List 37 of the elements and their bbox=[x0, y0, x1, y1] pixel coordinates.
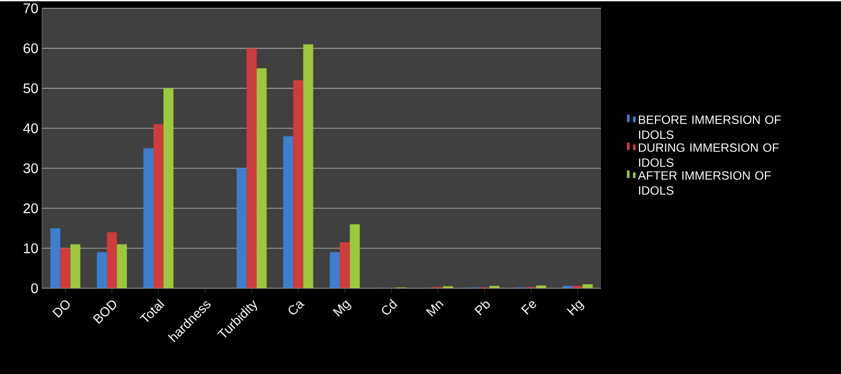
bar bbox=[96, 252, 107, 288]
bar bbox=[283, 136, 294, 288]
legend-label: BEFORE IMMERSION OF IDOLS bbox=[638, 115, 781, 139]
y-tick-label: 60 bbox=[24, 43, 38, 54]
legend-label: AFTER IMMERSION OF IDOLS bbox=[638, 171, 771, 195]
x-tick-label: Cd bbox=[382, 298, 398, 314]
x-tick-label: Mn bbox=[426, 300, 444, 316]
x-tick-label: Fe bbox=[521, 301, 536, 314]
bar bbox=[143, 148, 154, 288]
bar bbox=[303, 44, 314, 288]
bar bbox=[330, 252, 340, 288]
bar bbox=[256, 68, 267, 288]
bar bbox=[116, 244, 127, 288]
y-tick-label: 10 bbox=[24, 243, 38, 254]
y-tick-label: 20 bbox=[24, 203, 38, 214]
x-tick-label: Mg bbox=[332, 300, 352, 316]
y-tick-label: 70 bbox=[24, 3, 38, 14]
bar bbox=[246, 48, 257, 288]
y-tick-label: 40 bbox=[23, 123, 38, 134]
bar bbox=[236, 168, 247, 288]
y-tick-label: 50 bbox=[23, 83, 38, 94]
bar bbox=[106, 232, 117, 288]
y-tick-label: 0 bbox=[31, 283, 38, 294]
legend-label: DURING IMMERSION OF IDOLS bbox=[638, 143, 779, 167]
bar bbox=[340, 242, 350, 288]
x-tick-label: DO bbox=[52, 300, 70, 318]
bar bbox=[153, 124, 164, 288]
bar bbox=[50, 228, 60, 288]
bar bbox=[163, 88, 174, 288]
bar bbox=[350, 224, 360, 288]
x-tick-label: Ca bbox=[288, 301, 305, 314]
x-tick-label: Hg bbox=[566, 300, 584, 316]
y-tick-label: 30 bbox=[23, 163, 38, 174]
bar bbox=[70, 244, 80, 288]
bar bbox=[60, 248, 70, 288]
x-tick-label: Pb bbox=[474, 301, 490, 316]
bar bbox=[293, 80, 304, 288]
